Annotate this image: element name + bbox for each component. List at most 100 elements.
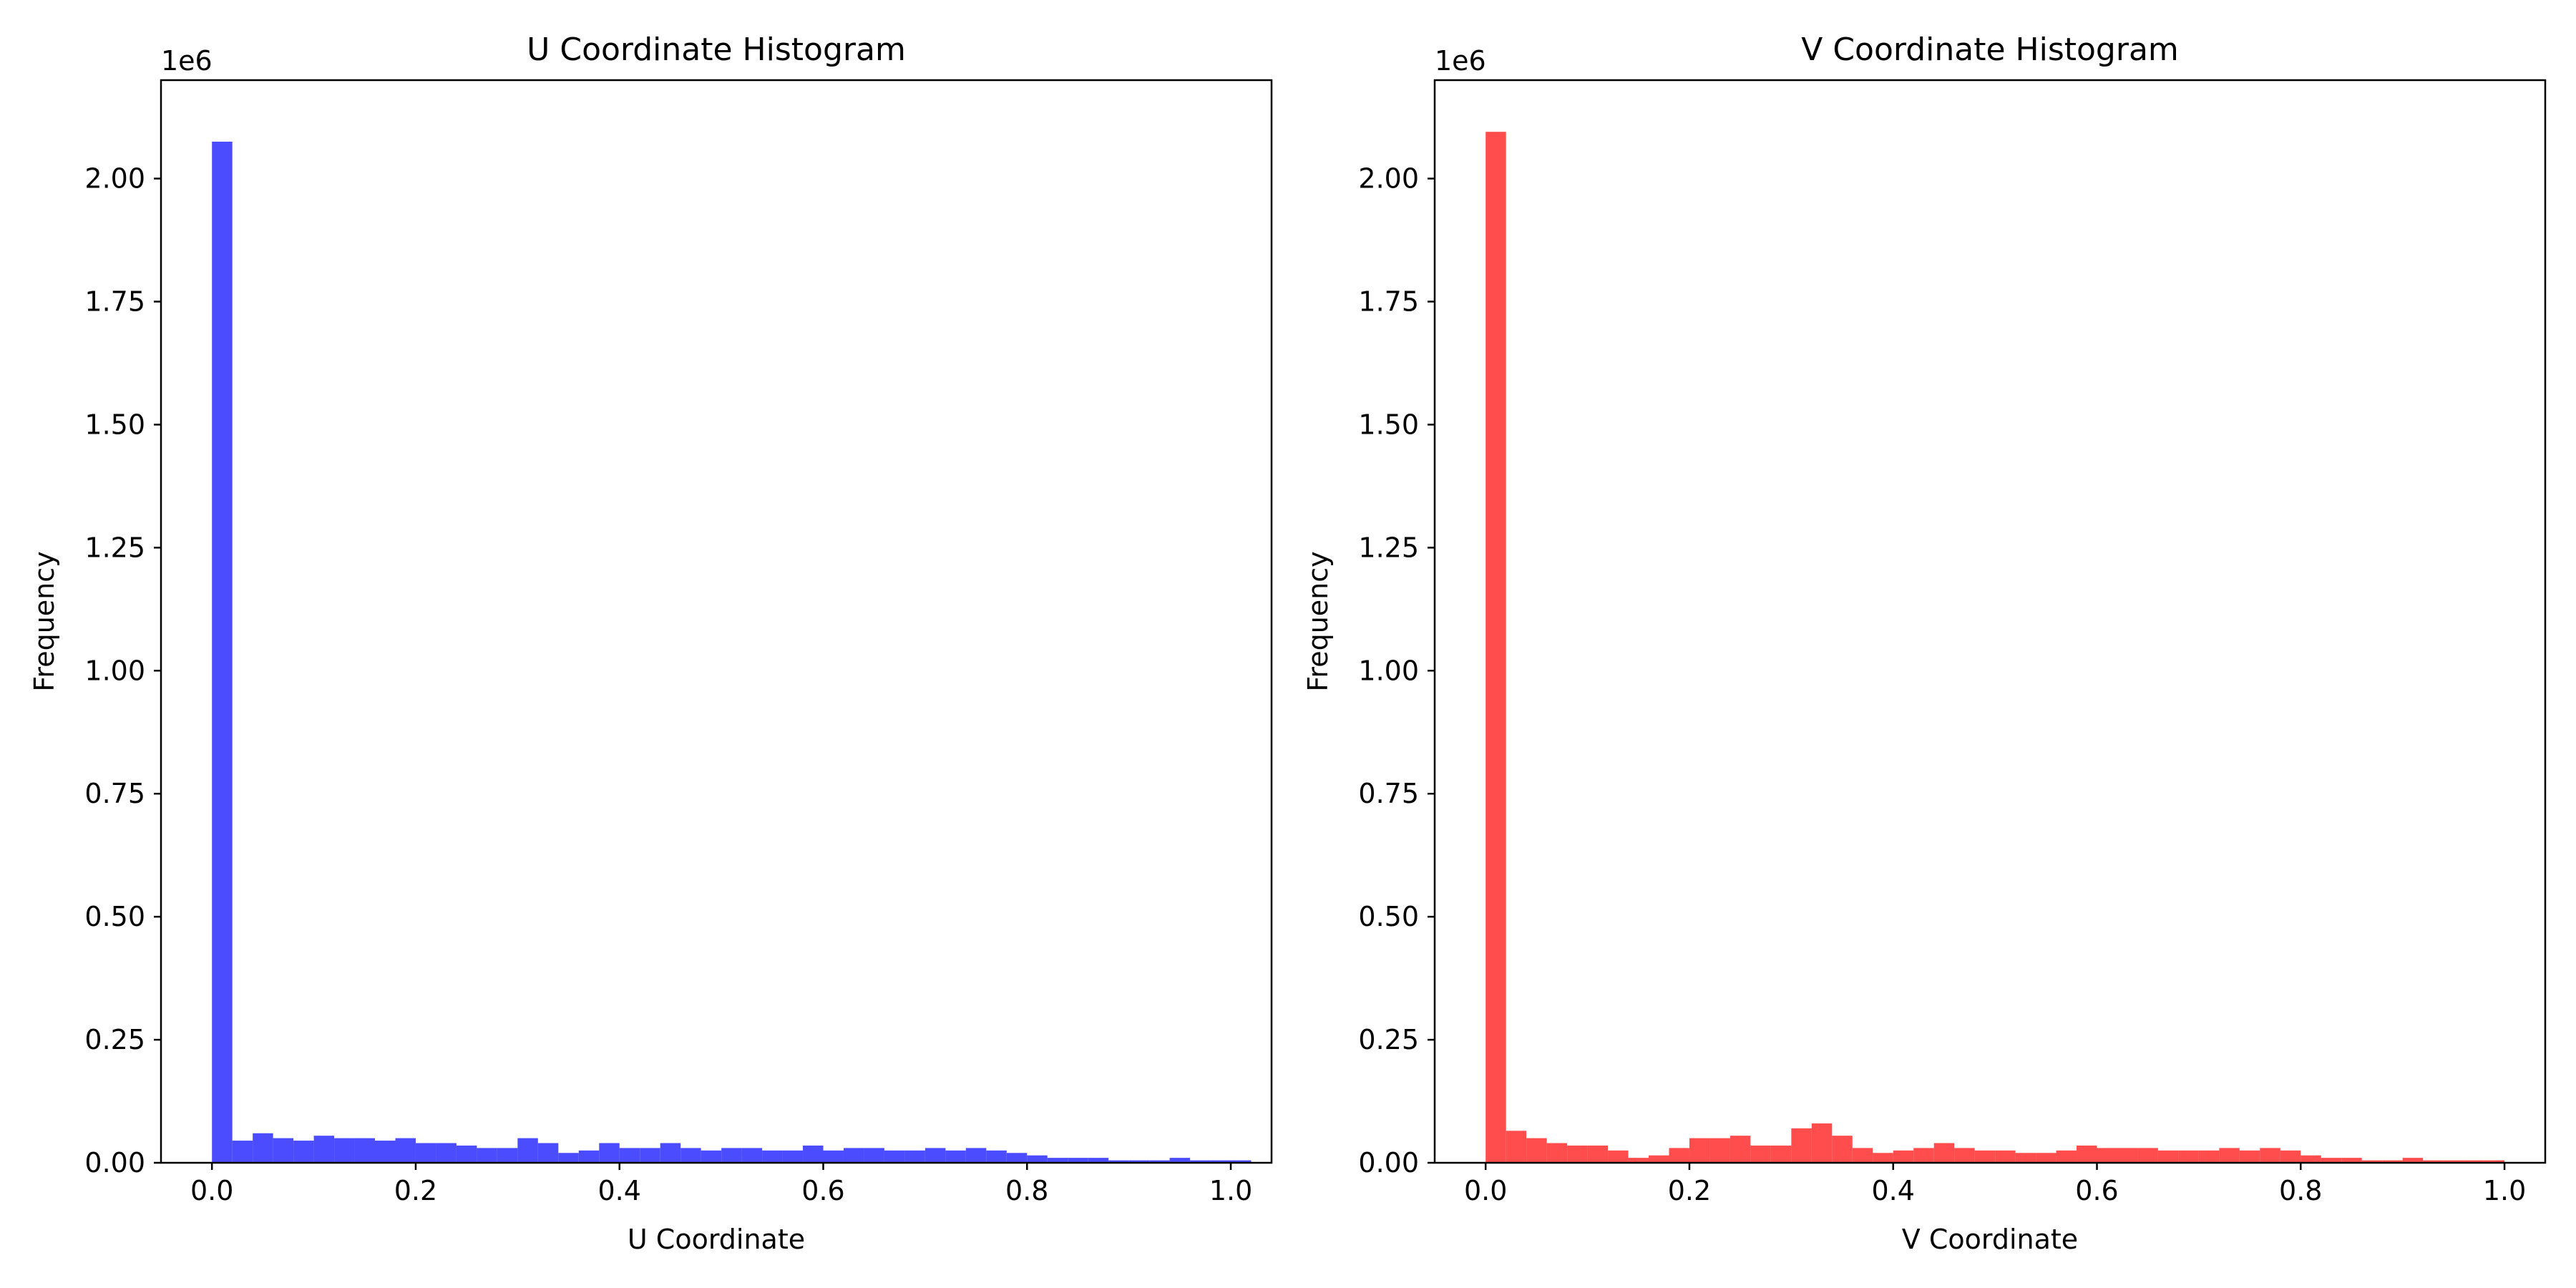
v-x-tick-label: 0.0 <box>1464 1175 1507 1206</box>
u-histogram-bar <box>375 1141 396 1163</box>
v-histogram-bar <box>1567 1145 1588 1163</box>
v-histogram-bar <box>1852 1148 1873 1163</box>
v-chart-title: V Coordinate Histogram <box>1801 31 2179 68</box>
u-histogram-bar <box>864 1148 884 1163</box>
u-histogram-bar <box>497 1148 518 1163</box>
u-histogram-bar <box>354 1138 376 1163</box>
u-histogram-bar <box>1210 1160 1231 1163</box>
v-x-tick-label: 0.8 <box>2279 1175 2322 1206</box>
u-histogram-bar <box>823 1150 844 1163</box>
v-y-tick-label: 0.75 <box>1358 778 1419 809</box>
u-histogram-bar <box>334 1138 355 1163</box>
u-histogram-bar <box>436 1143 457 1163</box>
v-histogram-bar <box>2097 1148 2117 1163</box>
v-y-tick-label: 1.25 <box>1358 532 1419 563</box>
v-histogram-bar <box>1791 1128 1812 1163</box>
v-histogram-bar <box>1913 1148 1934 1163</box>
v-histogram-bar <box>2239 1150 2260 1163</box>
v-y-offset-text: 1e6 <box>1435 45 1486 77</box>
u-histogram-bar <box>782 1150 804 1163</box>
u-histogram-bar <box>741 1148 763 1163</box>
v-histogram-bar <box>2280 1150 2301 1163</box>
u-histogram-bar <box>1190 1160 1211 1163</box>
v-bars <box>1485 132 2505 1163</box>
u-histogram-bar <box>558 1153 579 1163</box>
u-x-tick-label: 0.8 <box>1005 1175 1048 1206</box>
u-histogram-bar <box>680 1148 701 1163</box>
v-histogram-bar <box>2198 1150 2220 1163</box>
v-histogram-bar <box>2341 1158 2362 1163</box>
u-y-tick-label: 1.75 <box>84 286 145 317</box>
u-histogram-bar <box>456 1145 477 1163</box>
u-histogram-bar <box>1088 1158 1109 1163</box>
v-histogram-bar <box>1546 1143 1568 1163</box>
v-x-tick-label: 1.0 <box>2483 1175 2526 1206</box>
v-histogram-bar <box>1995 1150 2016 1163</box>
u-histogram-bar <box>1027 1155 1048 1163</box>
u-x-tick-label: 0.0 <box>190 1175 233 1206</box>
v-histogram-bar <box>1587 1145 1609 1163</box>
u-histogram-bar <box>640 1148 660 1163</box>
u-histogram-bar <box>517 1138 538 1163</box>
v-histogram-bar <box>1933 1143 1955 1163</box>
v-histogram-bar <box>1750 1145 1771 1163</box>
u-plot-frame <box>160 79 1273 1164</box>
u-histogram-bar <box>660 1143 681 1163</box>
u-y-tick-label: 0.50 <box>84 901 145 932</box>
u-bars <box>212 141 1252 1163</box>
u-y-tick-label: 0.00 <box>84 1147 145 1179</box>
u-histogram-bar <box>212 141 233 1163</box>
v-histogram-bar <box>2443 1160 2464 1163</box>
v-x-axis-label: V Coordinate <box>1902 1224 2078 1255</box>
v-histogram-bar <box>1832 1136 1853 1163</box>
u-histogram-bar <box>803 1145 824 1163</box>
v-histogram-bar <box>2260 1148 2280 1163</box>
v-histogram-bar <box>2423 1160 2444 1163</box>
v-y-ticks: 0.00 0.25 0.50 0.75 1.00 1.25 1.50 1.75 2.00 <box>1358 163 1435 1179</box>
u-histogram-bar <box>619 1148 640 1163</box>
u-histogram-bar <box>1128 1160 1150 1163</box>
v-histogram-bar <box>2137 1148 2158 1163</box>
u-histogram-bar <box>945 1150 966 1163</box>
u-histogram-bar <box>537 1143 559 1163</box>
u-histogram-bar <box>1169 1158 1191 1163</box>
v-histogram-bar <box>2077 1145 2097 1163</box>
v-x-tick-label: 0.6 <box>2075 1175 2118 1206</box>
v-y-tick-label: 1.00 <box>1358 655 1419 686</box>
u-histogram-bar <box>1006 1153 1028 1163</box>
v-histogram-bar <box>1954 1148 1975 1163</box>
v-x-ticks: 0.0 0.2 0.4 0.6 0.8 1.0 <box>1464 1163 2526 1206</box>
u-histogram-bar <box>924 1148 946 1163</box>
v-y-tick-label: 1.75 <box>1358 286 1419 317</box>
v-histogram-bar <box>1649 1155 1669 1163</box>
v-histogram-bar <box>2361 1160 2383 1163</box>
v-histogram-bar <box>1770 1145 1792 1163</box>
u-histogram-bar <box>1047 1158 1068 1163</box>
v-histogram-bar <box>2321 1158 2342 1163</box>
v-histogram-bar <box>1526 1138 1547 1163</box>
v-y-tick-label: 0.50 <box>1358 901 1419 932</box>
u-x-tick-label: 0.4 <box>598 1175 641 1206</box>
u-histogram-panel: U Coordinate Histogram U Coordinate Freq… <box>29 31 1273 1255</box>
u-histogram-bar <box>884 1150 905 1163</box>
u-histogram-bar <box>313 1136 335 1163</box>
v-histogram-bar <box>1628 1158 1649 1163</box>
u-histogram-bar <box>762 1150 783 1163</box>
v-histogram-bar <box>1811 1123 1833 1163</box>
v-plot-frame <box>1433 79 2547 1164</box>
v-histogram-bar <box>1485 132 1506 1163</box>
v-histogram-bar <box>1709 1138 1730 1163</box>
v-histogram-bar <box>2219 1148 2240 1163</box>
v-histogram-bar <box>1669 1148 1689 1163</box>
u-y-tick-label: 1.00 <box>84 655 145 686</box>
u-histogram-bar <box>904 1150 925 1163</box>
u-histogram-bar <box>232 1141 253 1163</box>
u-histogram-bar <box>253 1133 273 1163</box>
u-histogram-bar <box>1149 1160 1170 1163</box>
v-y-axis-label: Frequency <box>1302 551 1334 691</box>
v-histogram-bar <box>1873 1153 1893 1163</box>
u-histogram-bar <box>578 1150 600 1163</box>
u-x-ticks: 0.0 0.2 0.4 0.6 0.8 1.0 <box>190 1163 1252 1206</box>
